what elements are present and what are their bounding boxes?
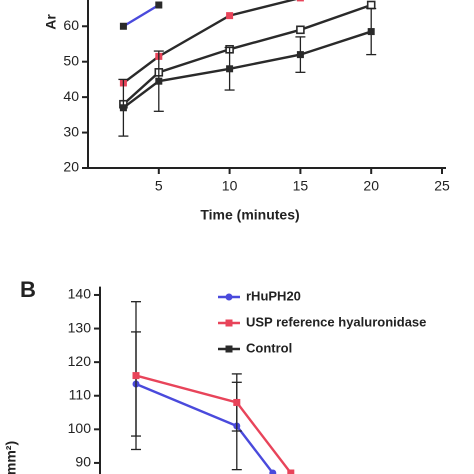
series-line (135, 374, 292, 474)
legend-label: Control (246, 340, 292, 355)
y-axis-label: mm²) (3, 441, 19, 474)
legend-marker (225, 319, 233, 327)
marker (366, 0, 376, 10)
plot-area (131, 301, 295, 474)
y-tick-label: 140 (68, 286, 92, 302)
y-tick-label: 120 (68, 353, 92, 369)
marker (269, 469, 277, 474)
legend-label: rHuPH20 (246, 288, 301, 303)
marker (155, 1, 163, 9)
x-tick-label: 20 (363, 178, 379, 194)
y-tick-label: 60 (63, 17, 79, 33)
plot-area (118, 0, 377, 137)
y-tick-label: 50 (63, 52, 79, 68)
marker (233, 398, 241, 406)
y-tick-label: 40 (63, 88, 79, 104)
x-tick-label: 10 (222, 178, 238, 194)
y-tick-label: 100 (68, 420, 92, 436)
marker (226, 12, 234, 20)
series-line (122, 0, 298, 84)
marker (367, 28, 375, 36)
series-line (135, 382, 274, 474)
x-axis-label: Time (minutes) (200, 207, 299, 223)
y-tick-label: 20 (63, 159, 79, 175)
marker (287, 469, 295, 474)
marker (296, 51, 304, 59)
marker (226, 65, 234, 73)
marker (119, 22, 127, 30)
panel-label: B (20, 277, 36, 302)
marker (296, 0, 304, 2)
marker (296, 25, 305, 35)
x-tick-label: 15 (293, 178, 309, 194)
marker (119, 104, 127, 112)
legend-marker (225, 345, 233, 353)
y-tick-label: 30 (63, 123, 79, 139)
y-axis-label: Ar (43, 14, 59, 30)
marker (132, 372, 140, 380)
marker (155, 77, 163, 85)
x-tick-label: 5 (155, 178, 163, 194)
legend-label: USP reference hyaluronidase (246, 314, 426, 329)
y-tick-label: 90 (75, 454, 91, 470)
x-tick-label: 25 (434, 178, 450, 194)
series-line (122, 3, 160, 28)
y-tick-label: 130 (68, 319, 92, 335)
legend-marker (225, 293, 233, 301)
y-tick-label: 110 (69, 386, 92, 402)
